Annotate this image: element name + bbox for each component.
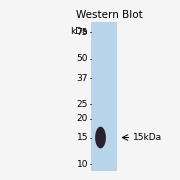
Text: 20: 20 bbox=[77, 114, 88, 123]
Text: 25: 25 bbox=[77, 100, 88, 109]
Polygon shape bbox=[91, 22, 117, 171]
Text: 75: 75 bbox=[77, 28, 88, 37]
Text: kDa: kDa bbox=[71, 27, 88, 36]
Text: 50: 50 bbox=[77, 54, 88, 63]
Text: 10: 10 bbox=[77, 160, 88, 169]
Text: Western Blot: Western Blot bbox=[76, 10, 143, 20]
Text: 15kDa: 15kDa bbox=[132, 133, 162, 142]
Polygon shape bbox=[95, 127, 106, 148]
Text: 15: 15 bbox=[77, 133, 88, 142]
Text: 37: 37 bbox=[77, 74, 88, 83]
